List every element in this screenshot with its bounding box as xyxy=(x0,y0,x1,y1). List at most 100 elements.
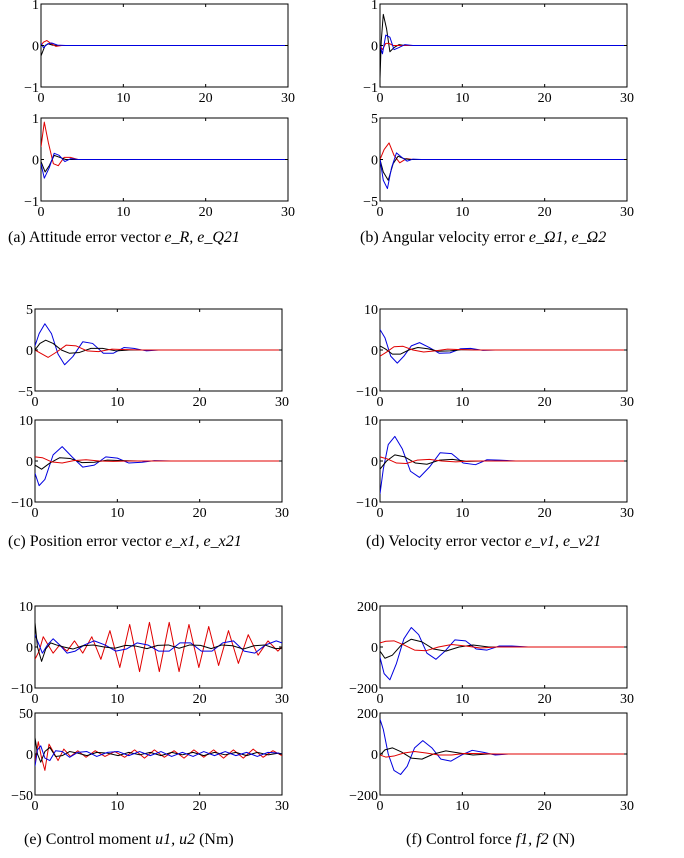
x-tick-label: 0 xyxy=(377,506,384,521)
x-tick-label: 10 xyxy=(110,395,124,410)
caption-c-text: Position error vector xyxy=(29,533,162,550)
series-line xyxy=(35,344,282,358)
y-tick-label: 0 xyxy=(32,154,39,169)
plot-a-top: 0 10 20 30−101 xyxy=(24,0,295,106)
y-tick-label: 10 xyxy=(364,303,378,318)
y-tick-label: 0 xyxy=(26,748,33,763)
y-tick-label: −10 xyxy=(11,682,33,697)
y-tick-label: 0 xyxy=(371,748,378,763)
series-group xyxy=(380,13,627,79)
series-group xyxy=(380,435,627,494)
x-tick-label: 0 xyxy=(38,91,45,106)
axes-box xyxy=(34,605,283,689)
x-tick-label: 10 xyxy=(455,799,469,814)
x-tick-label: 10 xyxy=(455,506,469,521)
series-line xyxy=(35,745,282,767)
y-tick-label: −200 xyxy=(349,789,378,804)
x-tick-label: 20 xyxy=(538,205,552,220)
series-group xyxy=(35,621,282,673)
series-group xyxy=(380,627,627,681)
caption-e-unit: (Nm) xyxy=(199,831,234,848)
series-group xyxy=(41,121,288,179)
series-line xyxy=(35,741,282,771)
x-tick-label: 10 xyxy=(455,395,469,410)
caption-a-text: Attitude error vector xyxy=(28,229,161,246)
x-tick-label: 30 xyxy=(620,506,634,521)
y-tick-label: −5 xyxy=(18,385,33,400)
y-tick-label: 0 xyxy=(371,154,378,169)
caption-f-text: Control force xyxy=(425,831,512,848)
y-tick-label: 10 xyxy=(364,414,378,429)
y-tick-label: 0 xyxy=(26,455,33,470)
x-tick-label: 30 xyxy=(275,692,289,707)
plot-c-top: 0 10 20 30−505 xyxy=(18,303,289,410)
x-tick-label: 20 xyxy=(538,799,552,814)
plot-a-bottom: 0 10 20 30−101 xyxy=(24,112,295,220)
y-tick-label: 0 xyxy=(371,455,378,470)
x-tick-label: 30 xyxy=(620,205,634,220)
series-group xyxy=(380,329,627,364)
x-tick-label: 0 xyxy=(38,205,45,220)
series-line xyxy=(380,640,627,652)
x-tick-label: 30 xyxy=(620,91,634,106)
caption-f-unit: (N) xyxy=(552,831,575,848)
x-tick-label: 0 xyxy=(377,205,384,220)
series-line xyxy=(380,435,627,494)
caption-b-text: Angular velocity error xyxy=(381,229,525,246)
caption-d-text: Velocity error vector xyxy=(388,533,521,550)
series-group xyxy=(380,718,627,775)
x-tick-label: 20 xyxy=(538,395,552,410)
x-tick-label: 20 xyxy=(193,395,207,410)
y-tick-label: 5 xyxy=(371,112,378,127)
y-tick-label: −1 xyxy=(363,81,378,96)
y-tick-label: 10 xyxy=(19,414,33,429)
x-tick-label: 0 xyxy=(32,395,39,410)
x-tick-label: 10 xyxy=(110,799,124,814)
series-line xyxy=(35,622,282,662)
series-line xyxy=(35,456,282,464)
y-tick-label: −1 xyxy=(24,195,39,210)
x-tick-label: 30 xyxy=(281,205,295,220)
caption-d-label: (d) xyxy=(366,533,385,550)
x-tick-label: 0 xyxy=(377,91,384,106)
y-tick-label: 0 xyxy=(26,641,33,656)
caption-c-label: (c) xyxy=(8,533,26,550)
y-tick-label: 1 xyxy=(32,0,39,13)
caption-a-label: (a) xyxy=(8,229,26,246)
x-tick-label: 20 xyxy=(193,692,207,707)
y-tick-label: −5 xyxy=(363,195,378,210)
x-tick-label: 20 xyxy=(193,799,207,814)
plot-b-top: 0 10 20 30−101 xyxy=(363,0,634,106)
y-tick-label: 50 xyxy=(19,707,33,722)
x-tick-label: 0 xyxy=(32,506,39,521)
caption-b: (b) Angular velocity error e_Ω1, e_Ω2 xyxy=(360,228,606,248)
series-group xyxy=(35,323,282,366)
caption-b-label: (b) xyxy=(360,229,379,246)
series-line xyxy=(41,152,288,179)
x-tick-label: 30 xyxy=(275,395,289,410)
series-line xyxy=(380,751,627,758)
caption-a: (a) Attitude error vector e_R, e_Q21 xyxy=(8,228,240,248)
x-tick-label: 30 xyxy=(620,799,634,814)
x-tick-label: 20 xyxy=(538,692,552,707)
x-tick-label: 30 xyxy=(281,91,295,106)
x-tick-label: 30 xyxy=(275,506,289,521)
x-tick-label: 0 xyxy=(377,799,384,814)
caption-f-math: f1, f2 xyxy=(515,831,549,848)
y-tick-label: 0 xyxy=(371,641,378,656)
x-tick-label: 0 xyxy=(377,692,384,707)
x-tick-label: 0 xyxy=(32,799,39,814)
x-tick-label: 10 xyxy=(116,205,130,220)
y-tick-label: −50 xyxy=(11,789,33,804)
series-group xyxy=(380,142,627,190)
caption-c-math: e_x1, e_x21 xyxy=(165,533,242,550)
x-tick-label: 10 xyxy=(110,506,124,521)
caption-f: (f) Control force f1, f2 (N) xyxy=(406,830,575,850)
y-tick-label: 0 xyxy=(371,40,378,55)
caption-c: (c) Position error vector e_x1, e_x21 xyxy=(8,532,242,552)
